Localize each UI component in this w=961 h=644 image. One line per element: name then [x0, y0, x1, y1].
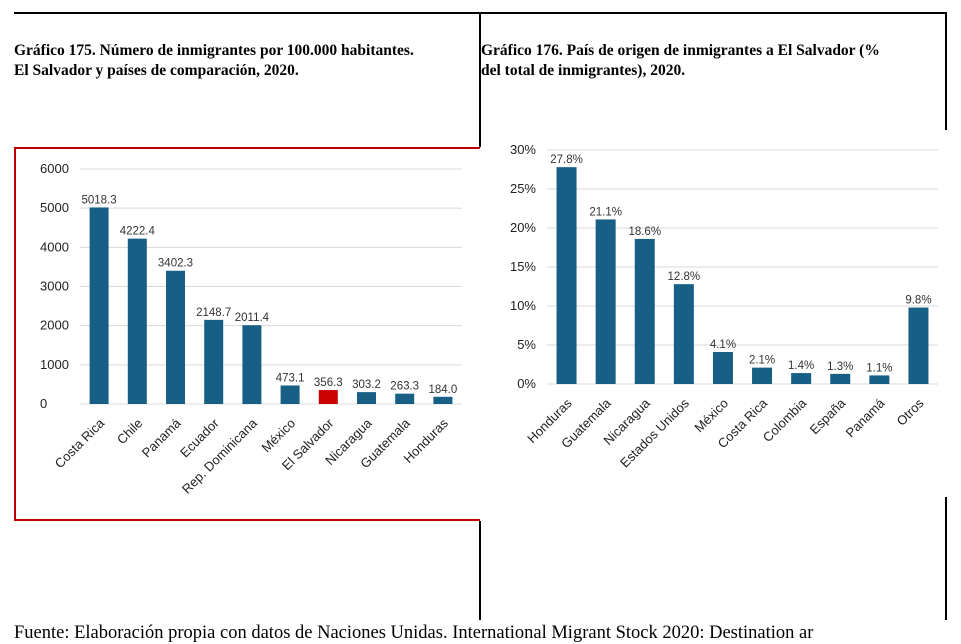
right-bar — [830, 373, 851, 384]
left-data-label: 4222.4 — [120, 226, 156, 238]
right-x-tick-label: Otros — [893, 395, 926, 428]
right-data-label: 1.1% — [866, 362, 892, 374]
left-data-label: 356.3 — [314, 377, 343, 389]
left-bar — [242, 325, 262, 404]
left-bar — [318, 390, 338, 404]
right-data-label: 27.8% — [550, 154, 583, 166]
right-bar — [752, 367, 773, 384]
left-title-line-1: Gráfico 175. Número de inmigrantes por 1… — [14, 42, 414, 59]
left-data-label: 5018.3 — [82, 194, 117, 206]
left-y-tick-label: 4000 — [40, 239, 69, 254]
left-bar — [280, 385, 300, 404]
right-data-label: 2.1% — [749, 355, 775, 367]
right-data-label: 18.6% — [628, 226, 661, 238]
frame-right-line-lower — [945, 497, 947, 620]
right-x-tick-label: Estados Unidos — [617, 395, 692, 470]
left-title-line-2: El Salvador y países de comparación, 202… — [14, 62, 299, 79]
right-title-line-1: Gráfico 176. País de origen de inmigrant… — [481, 42, 880, 59]
right-chart-title: Gráfico 176. País de origen de inmigrant… — [481, 41, 880, 81]
right-bar — [595, 219, 616, 384]
left-data-label: 473.1 — [276, 372, 305, 384]
frame-right-line-upper — [945, 12, 947, 130]
right-y-tick-label: 10% — [510, 298, 536, 313]
right-bar — [791, 373, 812, 384]
right-y-tick-label: 25% — [510, 181, 536, 196]
left-data-label: 303.2 — [352, 379, 381, 391]
right-bar — [908, 307, 929, 384]
left-y-tick-label: 1000 — [40, 357, 69, 372]
right-y-tick-label: 20% — [510, 220, 536, 235]
right-title-line-2: del total de inmigrantes), 2020. — [481, 62, 686, 79]
left-y-tick-label: 5000 — [40, 200, 69, 215]
right-bar — [673, 284, 694, 384]
left-data-label: 2148.7 — [196, 307, 231, 319]
source-note: Fuente: Elaboración propia con datos de … — [14, 623, 814, 643]
right-data-label: 12.8% — [668, 271, 701, 283]
left-data-label: 2011.4 — [235, 312, 270, 324]
left-chart-frame — [14, 147, 480, 521]
right-bar — [712, 352, 733, 384]
left-y-tick-label: 3000 — [40, 279, 69, 294]
left-chart-title: Gráfico 175. Número de inmigrantes por 1… — [14, 41, 414, 81]
left-bar — [357, 392, 376, 404]
frame-middle-line-lower — [479, 521, 481, 620]
right-x-tick-label: Colombia — [760, 395, 810, 445]
right-y-tick-label: 0% — [517, 376, 536, 391]
left-bar — [433, 396, 453, 404]
right-x-tick-label: Panamá — [843, 395, 888, 440]
right-bar — [869, 375, 890, 384]
right-bar — [634, 238, 655, 384]
right-data-label: 21.1% — [589, 206, 622, 218]
left-bar — [89, 207, 109, 404]
right-y-tick-label: 15% — [510, 259, 536, 274]
right-y-tick-label: 30% — [510, 142, 536, 157]
left-data-label: 3402.3 — [158, 258, 193, 270]
left-bar — [166, 270, 185, 404]
right-data-label: 1.4% — [788, 360, 814, 372]
right-data-label: 1.3% — [827, 361, 853, 373]
left-y-tick-label: 0 — [40, 396, 47, 411]
left-bar — [127, 238, 147, 404]
right-y-tick-label: 5% — [517, 337, 536, 352]
left-data-label: 263.3 — [390, 381, 419, 393]
right-bar — [556, 167, 577, 384]
left-bar — [395, 393, 415, 404]
left-y-tick-label: 2000 — [40, 318, 69, 333]
left-y-tick-label: 6000 — [40, 161, 69, 176]
right-data-label: 9.8% — [905, 295, 931, 307]
frame-middle-line-upper — [479, 12, 481, 147]
right-data-label: 4.1% — [710, 339, 736, 351]
left-bar — [204, 319, 224, 404]
left-data-label: 184.0 — [429, 384, 458, 396]
